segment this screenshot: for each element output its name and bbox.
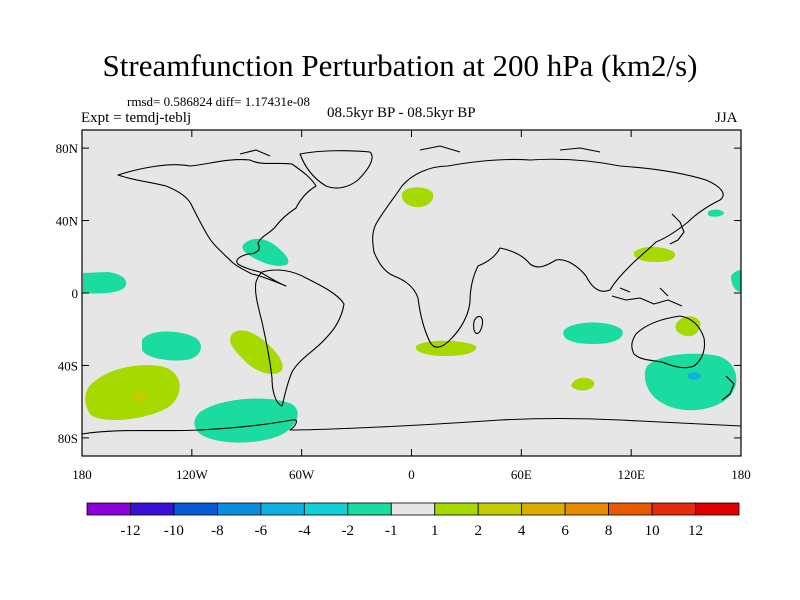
- colorbar-label: 12: [688, 523, 703, 539]
- y-axis: 80N 40N 0 40S 80S: [56, 141, 741, 446]
- stats-line: rmsd= 0.586824 diff= 1.17431e-08: [127, 94, 311, 109]
- period-label: 08.5kyr BP - 08.5kyr BP: [327, 105, 476, 121]
- chart-title: Streamfunction Perturbation at 200 hPa (…: [102, 48, 698, 83]
- coast-greenland: [299, 150, 373, 189]
- anomaly-gulf-mexico-negative: [242, 238, 289, 266]
- colorbar-label: -4: [298, 523, 311, 539]
- colorbar-label: 10: [645, 523, 660, 539]
- x-tick-label: 180: [731, 467, 751, 482]
- anomaly-north-sea-positive: [401, 187, 434, 208]
- y-tick-label: 80S: [58, 431, 78, 446]
- anomaly-south-indian-positive: [571, 377, 595, 391]
- colorbar-swatch: [260, 502, 305, 516]
- coast-madagascar: [473, 315, 484, 335]
- coast-north-america: [117, 159, 317, 287]
- anomaly-south-africa-positive: [415, 340, 477, 356]
- x-axis: 180 120W 60W 0 60E 120E 180: [72, 130, 751, 482]
- anomaly-coral-sea-positive: [675, 316, 701, 337]
- anomaly-indian-ocean-negative: [563, 322, 623, 344]
- anomaly-southeast-pacific-positive: [85, 365, 180, 420]
- coast-new-zealand: [721, 375, 735, 401]
- season-label: JJA: [715, 110, 738, 126]
- coast-japan: [669, 213, 685, 245]
- coast-maritime-continent: [611, 287, 683, 307]
- colorbar-swatch: [564, 502, 610, 516]
- coast-arctic-islands: [239, 145, 601, 157]
- coast-south-america: [254, 269, 345, 407]
- colorbar-swatch: [390, 502, 436, 516]
- anomaly-east-pacific-negative: [142, 331, 201, 361]
- x-tick-label: 60E: [511, 467, 532, 482]
- colorbar-label: -10: [164, 523, 184, 539]
- map-background: [82, 130, 741, 456]
- colorbar: -12 -10 -8 -6 -4 -2 -1 1 2 4 6 8 10 12: [86, 502, 740, 539]
- y-tick-label: 40S: [58, 358, 78, 373]
- colorbar-label: -1: [385, 523, 398, 539]
- colorbar-swatch: [695, 502, 740, 516]
- colorbar-swatch: [477, 502, 523, 516]
- anomaly-north-pacific-negative: [708, 209, 724, 217]
- colorbar-label: 4: [518, 523, 526, 539]
- anomaly-central-pacific-east-negative: [731, 270, 741, 292]
- colorbar-swatch: [651, 502, 696, 516]
- coast-australia: [631, 315, 706, 369]
- colorbar-swatch: [608, 502, 653, 516]
- colorbar-swatch: [173, 502, 218, 516]
- x-tick-label: 120W: [176, 467, 209, 482]
- y-tick-label: 80N: [56, 141, 79, 156]
- anomaly-central-pacific-negative: [83, 272, 127, 294]
- coast-eurasia-africa: [372, 158, 724, 348]
- colorbar-label: -8: [211, 523, 224, 539]
- x-tick-label: 60W: [289, 467, 315, 482]
- anomaly-southeast-pacific-core: [132, 391, 148, 402]
- colorbar-label: -12: [120, 523, 140, 539]
- coast-antarctica: [81, 417, 742, 435]
- colorbar-swatch: [86, 502, 131, 516]
- anomaly-west-pacific-positive: [633, 246, 676, 262]
- colorbar-swatch: [303, 502, 349, 516]
- colorbar-label: -6: [255, 523, 268, 539]
- y-tick-label: 40N: [56, 214, 79, 229]
- colorbar-label: -2: [342, 523, 355, 539]
- colorbar-swatch: [521, 502, 566, 516]
- colorbar-swatch: [130, 502, 175, 516]
- colorbar-label: 8: [605, 523, 613, 539]
- colorbar-swatch: [216, 502, 262, 516]
- anomaly-layer: [83, 187, 741, 443]
- anomaly-tasman-core: [688, 372, 701, 380]
- experiment-label: Expt = temdj-teblj: [81, 110, 192, 126]
- anomaly-tasman-negative: [644, 353, 737, 411]
- y-tick-label: 0: [72, 286, 79, 301]
- anomaly-southern-ocean-negative: [194, 398, 298, 443]
- colorbar-label: 6: [561, 523, 569, 539]
- x-tick-label: 0: [408, 467, 415, 482]
- colorbar-swatch: [347, 502, 392, 516]
- x-tick-label: 120E: [617, 467, 645, 482]
- coastlines: [81, 145, 742, 435]
- x-tick-label: 180: [72, 467, 92, 482]
- colorbar-label: 1: [431, 523, 439, 539]
- colorbar-label: 2: [474, 523, 482, 539]
- colorbar-swatch: [434, 502, 479, 516]
